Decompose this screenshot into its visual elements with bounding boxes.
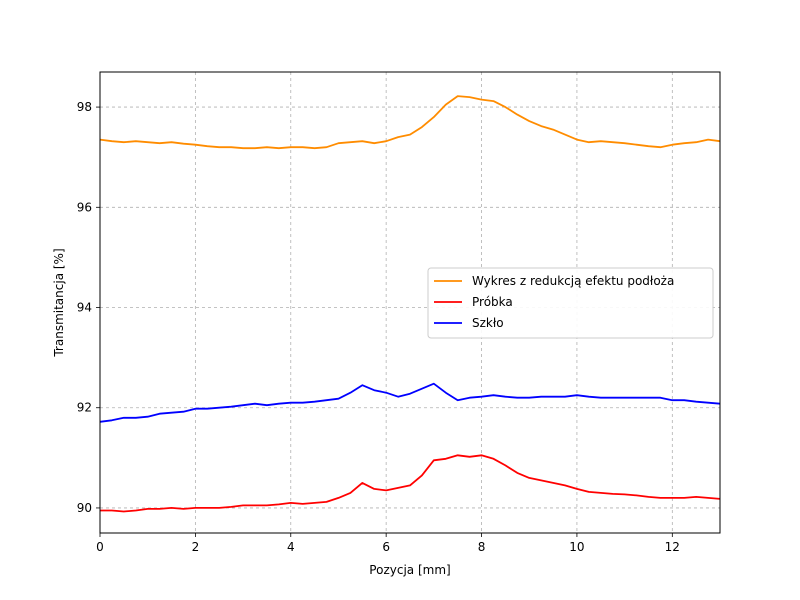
legend-label: Próbka — [472, 295, 513, 309]
x-tick-label: 0 — [96, 540, 104, 554]
plot-frame — [99, 71, 721, 534]
x-tick-label: 6 — [382, 540, 390, 554]
x-tick-label: 4 — [287, 540, 295, 554]
x-tick-label: 8 — [478, 540, 486, 554]
legend: Wykres z redukcją efektu podłoża Próbka Sz… — [427, 267, 714, 339]
y-tick-label: 94 — [77, 301, 92, 315]
legend-label: Wykres z redukcją efektu podłoża — [472, 274, 674, 288]
series-line-2 — [99, 382, 721, 423]
series-layer — [99, 95, 721, 513]
y-tick-label: 98 — [77, 100, 92, 114]
x-axis-label: Pozycja [mm] — [369, 563, 450, 577]
x-tick-label: 12 — [665, 540, 680, 554]
x-tick-label: 10 — [569, 540, 584, 554]
ticks: 0 2 4 6 8 10 12 90 92 94 96 98 — [77, 100, 680, 554]
y-tick-label: 90 — [77, 501, 92, 515]
y-tick-label: 96 — [77, 200, 92, 214]
series-line-0 — [99, 95, 721, 150]
series-line-1 — [100, 454, 721, 513]
y-tick-label: 92 — [77, 401, 92, 415]
legend-box — [427, 267, 714, 339]
x-tick-label: 2 — [192, 540, 200, 554]
legend-label: Szkło — [472, 316, 504, 330]
y-axis-label: Transmitancja [%] — [52, 248, 66, 357]
